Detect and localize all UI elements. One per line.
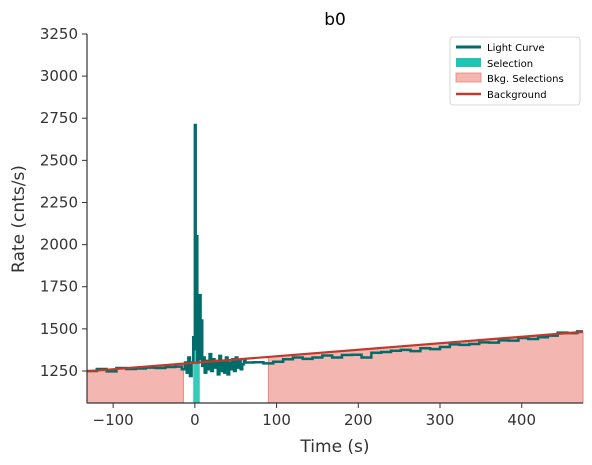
background-fit-line <box>86 330 584 373</box>
legend-swatch-bkg-selections <box>455 72 482 83</box>
x-axis-label: Time (s) <box>299 437 369 457</box>
y-ticks: 1250 1500 1750 2000 2250 2500 2750 3000 3250 <box>40 25 87 380</box>
legend-swatch-selection <box>456 58 481 67</box>
background-fit-layer <box>86 330 584 373</box>
legend-label-background: Background <box>487 90 547 101</box>
y-tick-label: 1750 <box>40 278 78 296</box>
light-curve-layer <box>87 123 583 378</box>
legend: Light Curve Selection Bkg. Selections Ba… <box>449 36 581 106</box>
x-tick-label: 200 <box>344 411 373 429</box>
x-ticks: −100 0 100 200 300 400 <box>93 403 536 429</box>
legend-label-selection: Selection <box>487 59 533 70</box>
x-tick-label: −100 <box>93 411 134 429</box>
legend-label-light-curve: Light Curve <box>487 43 545 54</box>
y-tick-label: 1500 <box>40 320 78 338</box>
y-tick-label: 2250 <box>40 193 78 211</box>
y-tick-label: 3000 <box>40 67 78 85</box>
chart-title: b0 <box>324 10 346 30</box>
legend-frame <box>449 36 581 106</box>
bkg-selection-region-1 <box>267 331 584 404</box>
x-tick-label: 0 <box>190 411 200 429</box>
y-tick-label: 2500 <box>40 151 78 169</box>
x-tick-label: 400 <box>507 411 536 429</box>
legend-label-bkg-selections: Bkg. Selections <box>487 74 564 85</box>
light-curve-line <box>87 123 583 378</box>
x-tick-label: 100 <box>262 411 291 429</box>
y-tick-label: 3250 <box>40 25 78 43</box>
y-axis-label: Rate (cnts/s) <box>9 165 29 273</box>
y-tick-label: 2750 <box>40 109 78 127</box>
x-tick-label: 300 <box>426 411 455 429</box>
y-tick-label: 2000 <box>40 236 78 254</box>
y-tick-label: 1250 <box>40 362 78 380</box>
